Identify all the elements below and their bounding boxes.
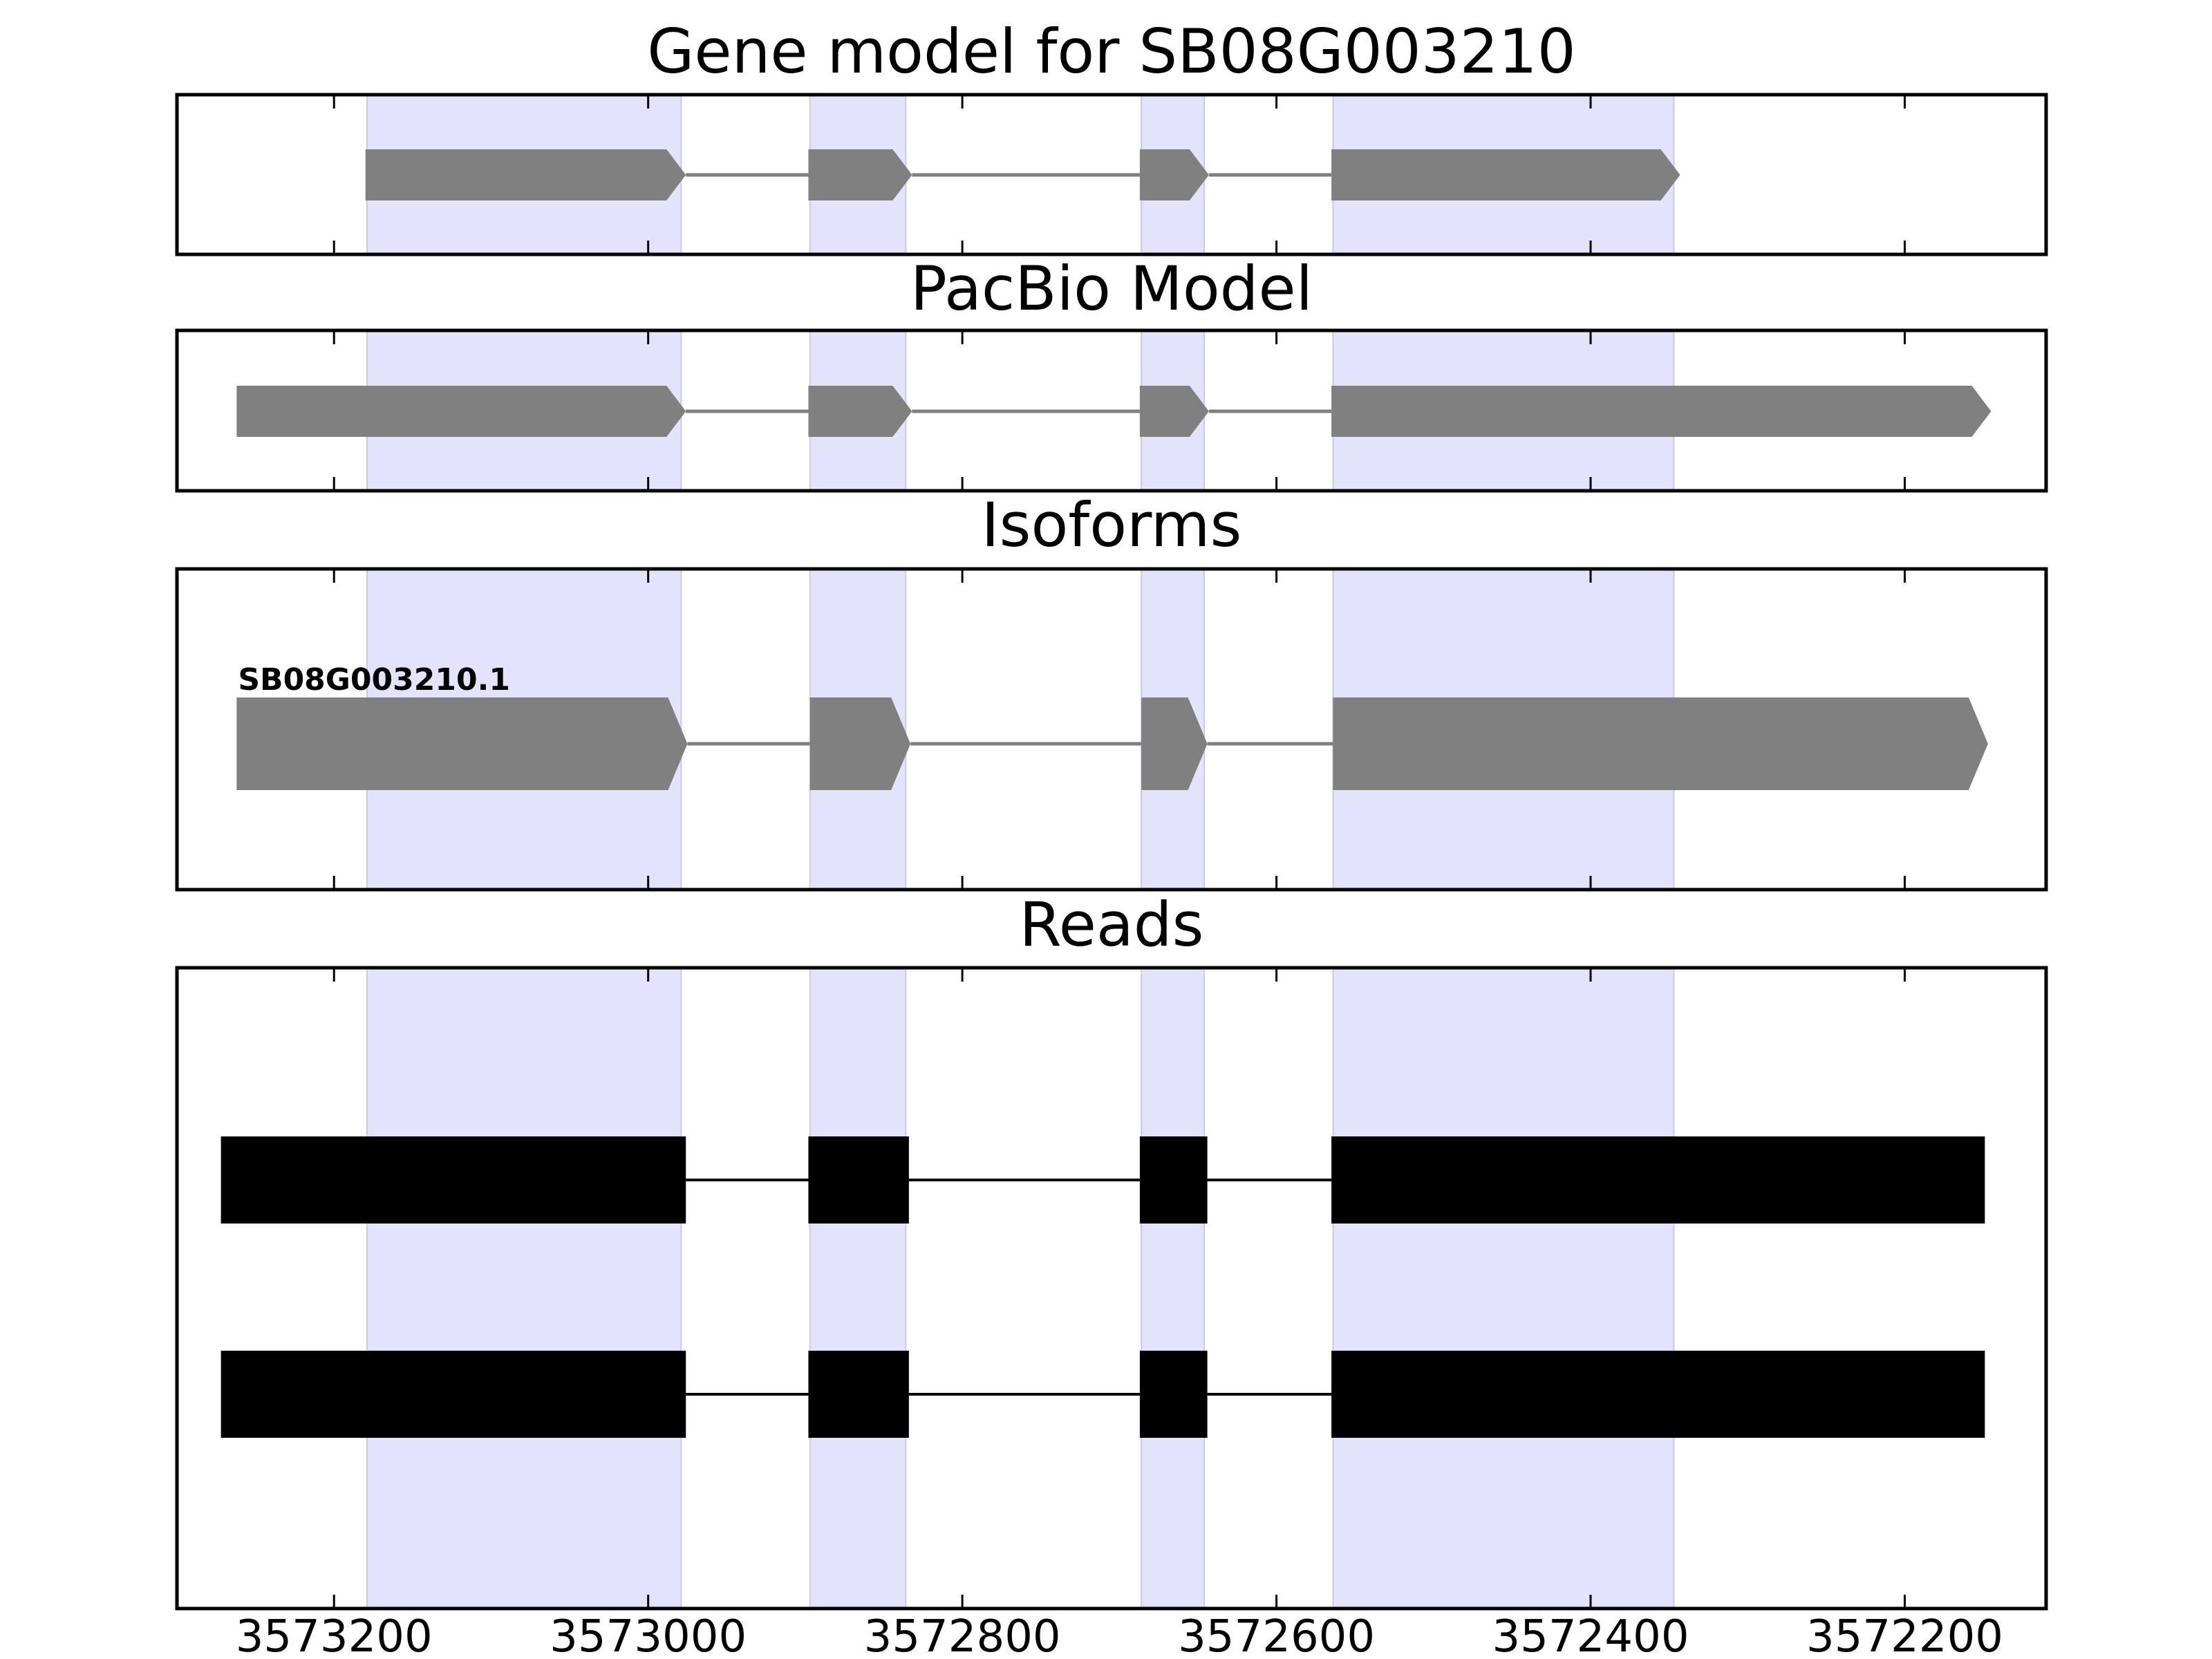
highlight-region-4-1 [366, 967, 682, 1609]
exon-arrow [1331, 149, 1680, 200]
x-tick-label: 3572200 [1806, 1611, 2003, 1659]
x-tick-label: 3572800 [864, 1611, 1061, 1659]
exon-arrow [808, 386, 912, 437]
exon-arrow [365, 149, 686, 200]
read-exon [1331, 1351, 1985, 1438]
panel-frame [175, 567, 2048, 892]
exon-arrow [1333, 697, 1988, 790]
exon-arrow [808, 149, 912, 200]
isoform-label: SB08G003210.1 [238, 662, 510, 697]
read-exon [808, 1136, 909, 1224]
exon-arrow [1331, 386, 1991, 437]
panel-title: Reads [1020, 889, 1204, 960]
panel-frame [175, 328, 2048, 493]
panel-title: Gene model for SB08G003210 [647, 16, 1576, 87]
panel-frame [175, 966, 2048, 1611]
read-exon [1139, 1351, 1208, 1438]
read-exon [1139, 1136, 1208, 1224]
exon-arrow [236, 697, 688, 790]
read-exon [221, 1351, 686, 1438]
x-tick-label: 3573000 [550, 1611, 747, 1659]
panel-title: Isoforms [982, 489, 1242, 561]
exon-arrow [1141, 697, 1208, 790]
highlight-region-4-4 [1332, 967, 1675, 1609]
exon-arrow [1139, 149, 1209, 200]
highlight-region-4-3 [1141, 967, 1206, 1609]
highlight-region-4-2 [809, 967, 907, 1609]
exon-arrow [1139, 386, 1209, 437]
panel-frame [175, 93, 2048, 256]
x-tick-label: 3572400 [1492, 1611, 1689, 1659]
panel-title: PacBio Model [910, 253, 1313, 324]
read-exon [221, 1136, 686, 1224]
exon-arrow [236, 386, 686, 437]
read-exon [808, 1351, 909, 1438]
read-exon [1331, 1136, 1985, 1224]
x-tick-label: 3572600 [1178, 1611, 1375, 1659]
x-tick-label: 3573200 [236, 1611, 433, 1659]
exon-arrow [809, 697, 911, 790]
